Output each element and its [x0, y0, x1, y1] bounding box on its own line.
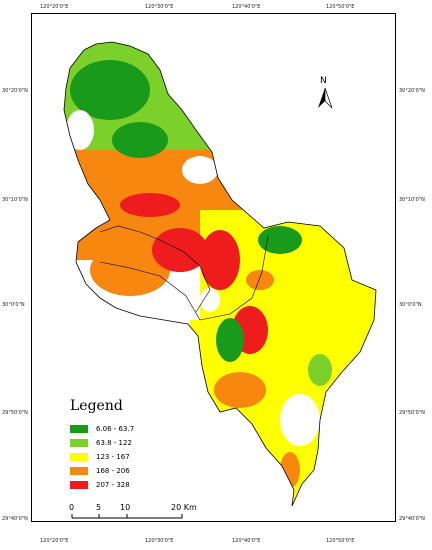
scale-label-10: 10: [120, 503, 131, 512]
legend-label-5: 207 - 328: [96, 481, 130, 489]
right-tick-1: 30°20'0"N: [399, 88, 425, 94]
red-patch-2: [200, 230, 240, 290]
right-tick-4: 29°50'0"N: [399, 410, 425, 416]
bottom-tick-1: 120°20'0"E: [40, 538, 69, 544]
scale-bar: [71, 514, 183, 519]
orange-patch-2: [214, 372, 266, 408]
legend-swatch-3: [70, 453, 88, 461]
bottom-tick-4: 120°50'0"E: [326, 538, 355, 544]
legend-swatch-2: [70, 439, 88, 447]
legend-label-2: 63.8 - 122: [96, 439, 132, 447]
left-tick-3: 30°0'0"N: [2, 302, 25, 308]
left-tick-2: 30°10'0"N: [2, 197, 28, 203]
legend-item-2: 63.8 - 122: [70, 437, 132, 449]
orange-patch-4: [246, 270, 274, 290]
north-arrow-icon: [318, 87, 333, 109]
top-tick-3: 120°40'0"E: [232, 4, 261, 10]
white-patch-3: [280, 394, 320, 446]
scale-label-5: 5: [96, 503, 102, 512]
legend-item-5: 207 - 328: [70, 479, 130, 491]
white-patch-4: [200, 288, 220, 312]
legend-label-1: 6.06 - 63.7: [96, 425, 135, 433]
right-tick-3: 30°0'0"N: [399, 302, 422, 308]
bottom-tick-2: 120°30'0"E: [145, 538, 174, 544]
legend-swatch-4: [70, 467, 88, 475]
top-tick-4: 120°50'0"E: [326, 4, 355, 10]
district-boundary-1: [99, 225, 211, 313]
lightgreen-patch-1: [308, 354, 332, 386]
scale-label-0: 0: [69, 503, 75, 512]
right-tick-2: 30°10'0"N: [399, 197, 425, 203]
green-patch-1: [70, 60, 150, 120]
legend-swatch-5: [70, 481, 88, 489]
orange-patch-1: [90, 244, 170, 296]
yellow-patch-2: [274, 274, 326, 326]
legend-label-3: 123 - 167: [96, 453, 130, 461]
green-patch-4: [216, 318, 244, 362]
top-tick-2: 120°30'0"E: [145, 4, 174, 10]
red-patch-3: [120, 193, 180, 217]
legend-item-3: 123 - 167: [70, 451, 130, 463]
district-boundary-2: [99, 261, 201, 321]
right-tick-5: 29°40'0"N: [399, 516, 425, 522]
top-tick-1: 120°20'0"E: [40, 4, 69, 10]
scale-label-20: 20 Km: [171, 503, 197, 512]
green-patch-3: [258, 226, 302, 254]
yellow-patch-1: [154, 50, 186, 70]
district-boundary-3: [199, 235, 269, 321]
white-patch-1: [66, 110, 94, 150]
green-patch-2: [112, 122, 168, 158]
legend-item-1: 6.06 - 63.7: [70, 423, 134, 435]
legend-item-4: 168 - 206: [70, 465, 130, 477]
legend-title: Legend: [70, 398, 123, 414]
left-tick-5: 29°40'0"N: [2, 516, 28, 522]
legend-label-4: 168 - 206: [96, 467, 130, 475]
white-patch-2: [182, 156, 218, 184]
yellow-patch-3: [322, 290, 358, 350]
left-tick-4: 29°50'0"N: [2, 410, 28, 416]
legend-swatch-1: [70, 425, 88, 433]
left-tick-1: 30°20'0"N: [2, 88, 28, 94]
bottom-tick-3: 120°40'0"E: [232, 538, 261, 544]
north-label: N: [320, 76, 327, 86]
